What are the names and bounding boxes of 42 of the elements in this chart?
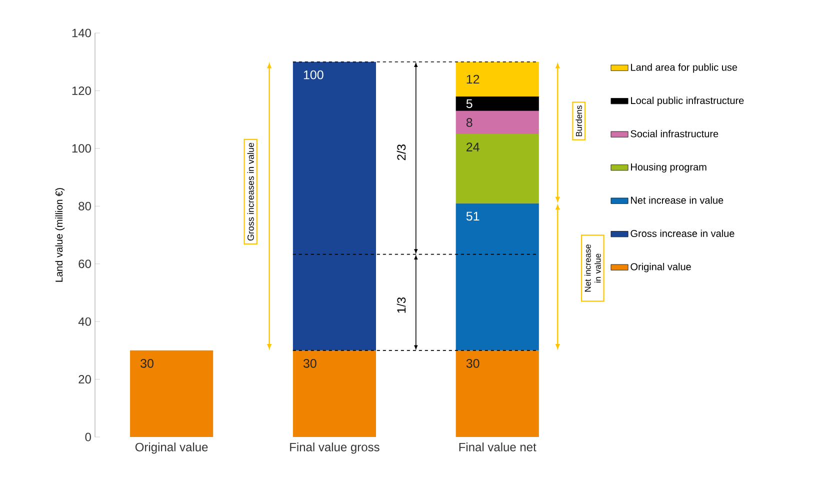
bar: [456, 134, 539, 204]
x-tick-label: Original value: [135, 442, 208, 454]
y-tick-label: 20: [78, 375, 92, 384]
bar: [292, 350, 376, 437]
data-label: 100: [304, 70, 324, 80]
data-label: 30: [140, 358, 154, 368]
legend-label: Social infrastructure: [630, 130, 718, 138]
data-label: 30: [466, 358, 480, 368]
data-label: 12: [466, 74, 480, 84]
x-tick-label: Final value gross: [290, 442, 380, 454]
y-tick-label: 40: [78, 317, 92, 326]
y-tick-label: 0: [85, 432, 92, 442]
legend-label: Gross increase in value: [630, 230, 734, 238]
annotation: 1/3: [396, 297, 406, 313]
data-label: 51: [466, 212, 480, 221]
annotation: Burdens: [576, 106, 582, 136]
legend-label: Local public infrastructure: [631, 96, 744, 106]
y-axis-title: Land value (million €): [55, 188, 65, 282]
x-tick-label: Final value net: [459, 442, 536, 452]
annotation: 2/3: [396, 144, 406, 160]
data-label: 30: [303, 358, 316, 368]
annotation: Gross increases in value: [247, 142, 254, 241]
legend-label: Land area for public use: [631, 63, 738, 73]
y-tick-label: 100: [72, 144, 91, 153]
y-tick-label: 120: [72, 86, 91, 95]
data-label: 5: [466, 99, 472, 108]
text: Net increase in value: [584, 244, 601, 292]
bar: [456, 96, 539, 111]
bar: [130, 350, 214, 437]
y-tick-label: 80: [78, 202, 92, 210]
y-tick-label: 140: [72, 28, 91, 38]
legend-label: Original value: [630, 262, 691, 272]
y-tick-label: 60: [78, 260, 92, 268]
legend-label: Net increase in value: [631, 196, 724, 204]
bar: [456, 350, 539, 437]
bar: [292, 62, 376, 350]
data-label: 8: [466, 118, 472, 127]
bar: [456, 110, 539, 134]
bar: [456, 62, 539, 96]
bar: [456, 203, 539, 350]
legend-label: Housing program: [631, 163, 706, 173]
data-label: 24: [466, 142, 480, 152]
